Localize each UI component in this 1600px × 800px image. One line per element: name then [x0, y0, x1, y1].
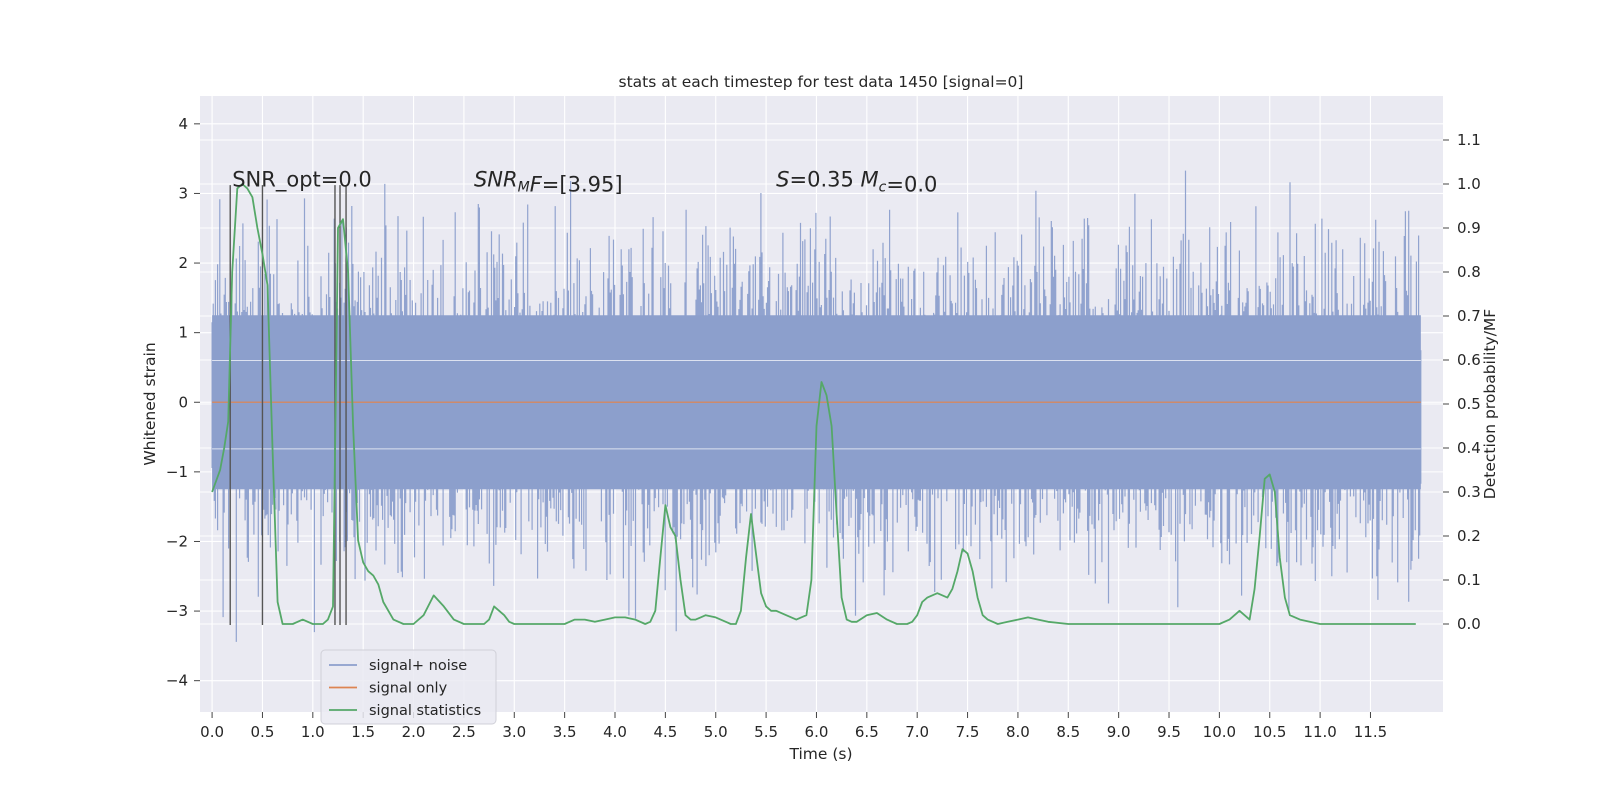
annotation-part: M [518, 179, 530, 195]
y-tick-label-right: 0.3 [1457, 483, 1481, 501]
x-tick-label: 6.5 [855, 723, 879, 741]
annotation-part: M [861, 167, 879, 191]
x-tick-label: 2.0 [402, 723, 426, 741]
y-axis-label-left: Whitened strain [141, 342, 159, 465]
annotation-part: =0.0 [886, 172, 937, 196]
x-tick-label: 11.5 [1354, 723, 1387, 741]
y-tick-label-left: 0 [178, 393, 188, 411]
x-tick-label: 8.0 [1006, 723, 1030, 741]
x-tick-label: 9.0 [1107, 723, 1131, 741]
x-tick-label: 8.5 [1056, 723, 1080, 741]
y-tick-label-left: −3 [166, 602, 188, 620]
annotation-part: SNR [474, 167, 518, 191]
signal-statistics-line [211, 183, 1416, 625]
y-tick-label-right: 0.6 [1457, 351, 1481, 369]
x-tick-label: 7.5 [956, 723, 980, 741]
y-tick-label-right: 0.1 [1457, 571, 1481, 589]
legend-label: signal only [369, 681, 448, 697]
annotation-part: =[3.95] [542, 172, 623, 196]
y-tick-label-left: −4 [166, 672, 188, 690]
y-tick-label-right: 0.7 [1457, 307, 1481, 325]
x-tick-label: 3.0 [502, 723, 526, 741]
x-tick-label: 6.0 [805, 723, 829, 741]
y-tick-label-right: 0.0 [1457, 615, 1481, 633]
annotation-part: SNR_opt=0.0 [232, 167, 372, 192]
x-axis-label: Time (s) [788, 745, 852, 763]
y-tick-label-left: −2 [166, 532, 188, 550]
x-tick-label: 5.5 [754, 723, 778, 741]
x-tick-label: 0.0 [200, 723, 224, 741]
annotation-2: SNRMF=[3.95] [474, 167, 623, 196]
y-tick-label-left: 4 [178, 115, 188, 133]
annotation-part: F [530, 172, 543, 196]
y-tick-label-left: 1 [178, 324, 188, 342]
y-tick-label-left: −1 [166, 463, 188, 481]
legend: signal+ noise signal only signal statistic… [320, 649, 497, 725]
y-tick-label-right: 0.5 [1457, 395, 1481, 413]
x-tick-label: 7.0 [905, 723, 929, 741]
axis-ticks: 0.0 0.5 1.0 1.5 2.0 2.5 3.0 3.5 4.0 4.5 5.0 5.5 6.0 6… [166, 115, 1481, 741]
y-tick-label-right: 0.4 [1457, 439, 1481, 457]
y-tick-label-right: 0.9 [1457, 219, 1481, 237]
annotation-part: S [776, 167, 789, 191]
annotations: SNR_opt=0.0 SNRMF=[3.95] S=0.35 Mc=0.0 [232, 167, 937, 196]
y-tick-label-right: 1.1 [1457, 131, 1481, 149]
x-tick-label: 3.5 [553, 723, 577, 741]
y-tick-label-right: 0.8 [1457, 263, 1481, 281]
annotation-1: SNR_opt=0.0 [232, 167, 372, 192]
x-tick-label: 2.5 [452, 723, 476, 741]
x-tick-label: 1.0 [301, 723, 325, 741]
y-axis-label-right: Detection probability/MF [1481, 309, 1499, 500]
y-tick-label-left: 3 [178, 184, 188, 202]
y-tick-label-right: 0.2 [1457, 527, 1481, 545]
x-tick-label: 0.5 [251, 723, 275, 741]
x-tick-label: 11.0 [1303, 723, 1336, 741]
legend-label: signal statistics [369, 703, 481, 719]
x-tick-label: 10.5 [1253, 723, 1286, 741]
x-tick-label: 1.5 [351, 723, 375, 741]
y-tick-label-right: 1.0 [1457, 175, 1481, 193]
x-tick-label: 10.0 [1203, 723, 1236, 741]
annotation-part: =0.35 [790, 167, 861, 191]
y-tick-label-left: 2 [178, 254, 188, 272]
chart-title: stats at each timestep for test data 145… [619, 73, 1024, 91]
x-tick-label: 4.0 [603, 723, 627, 741]
annotation-3: S=0.35 Mc=0.0 [776, 167, 937, 196]
legend-label: signal+ noise [369, 658, 467, 674]
annotation-part: c [879, 179, 887, 195]
x-tick-label: 9.5 [1157, 723, 1181, 741]
x-tick-label: 4.5 [653, 723, 677, 741]
legend-box [320, 649, 497, 725]
signal-statistics-series [211, 183, 1416, 625]
x-tick-label: 5.0 [704, 723, 728, 741]
